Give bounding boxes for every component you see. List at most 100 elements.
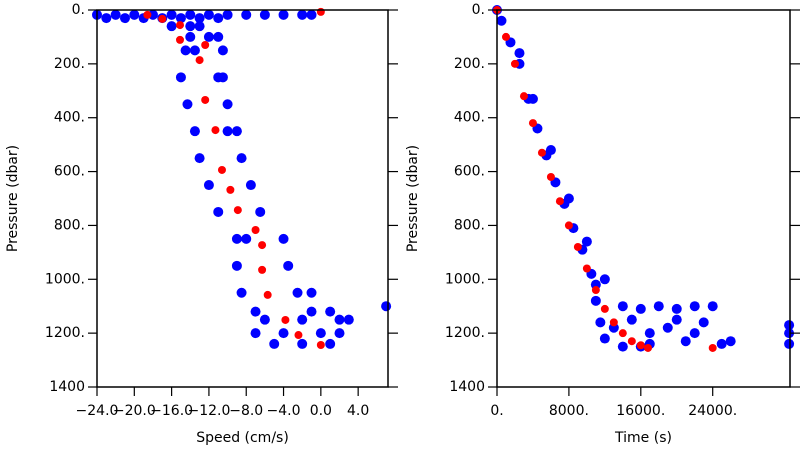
y-tick-label: 400. (454, 110, 485, 126)
x-tick-label: −12.0 (187, 403, 230, 419)
data-point (233, 206, 242, 215)
data-point (175, 72, 186, 83)
data-point (306, 306, 317, 317)
data-point (259, 9, 270, 20)
data-point (213, 206, 224, 217)
y-tick-label: 600. (54, 164, 85, 180)
data-point (315, 328, 326, 339)
plot-frame (96, 9, 389, 388)
data-point (617, 341, 628, 352)
x-axis-title: Time (s) (614, 430, 672, 446)
data-point (609, 318, 618, 327)
data-point (185, 31, 196, 42)
data-point (599, 274, 610, 285)
y-tick-label: 400. (54, 110, 85, 126)
data-point (306, 9, 317, 20)
data-point (643, 343, 652, 352)
data-point (194, 153, 205, 164)
y-tick-label: 1200. (45, 325, 85, 341)
data-point (626, 314, 637, 325)
data-point (653, 301, 664, 312)
data-point (581, 236, 592, 247)
data-point (213, 31, 224, 42)
y-tick-label: 200. (54, 56, 85, 72)
x-tick-label: −16.0 (150, 403, 193, 419)
y-tick-label: 800. (454, 217, 485, 233)
y-tick-label: 200. (454, 56, 485, 72)
data-point (689, 301, 700, 312)
data-point (182, 99, 193, 110)
data-point (528, 119, 537, 128)
data-point (217, 165, 226, 174)
x-tick-label: −20.0 (113, 403, 156, 419)
data-point (283, 260, 294, 271)
y-tick-label: 0. (472, 2, 485, 18)
y-tick-label: 0. (72, 2, 85, 18)
data-point (716, 338, 727, 349)
data-point (281, 315, 290, 324)
data-point (546, 172, 555, 181)
data-point (166, 21, 177, 32)
data-point (325, 306, 336, 317)
data-point (245, 180, 256, 191)
data-point (671, 303, 682, 314)
data-point (189, 126, 200, 137)
data-point (195, 56, 204, 65)
data-point (784, 320, 795, 331)
data-point (166, 9, 177, 20)
data-point (590, 295, 601, 306)
data-point (381, 301, 392, 312)
data-point (194, 21, 205, 32)
y-tick-label: 1400 (49, 379, 85, 395)
data-point (194, 13, 205, 24)
data-point (213, 72, 224, 83)
data-point (563, 193, 574, 204)
data-point (201, 95, 210, 104)
y-tick-label: 800. (54, 217, 85, 233)
data-point (708, 343, 717, 352)
data-point (617, 301, 628, 312)
data-point (203, 180, 214, 191)
data-point (306, 287, 317, 298)
y-axis-title: Pressure (dbar) (5, 145, 21, 252)
data-point (689, 328, 700, 339)
x-tick-label: −4.0 (267, 403, 301, 419)
data-point (222, 99, 233, 110)
data-point (680, 336, 691, 347)
data-point (325, 338, 336, 349)
data-point (250, 328, 261, 339)
data-point (180, 45, 191, 56)
data-point (514, 48, 525, 59)
data-point (158, 14, 167, 23)
data-point (269, 338, 280, 349)
data-point (599, 333, 610, 344)
y-tick-label: 1200. (445, 325, 485, 341)
data-point (231, 260, 242, 271)
y-tick-label: 1000. (45, 271, 85, 287)
data-point (573, 242, 582, 251)
data-point (129, 9, 140, 20)
data-point (292, 287, 303, 298)
data-point (185, 21, 196, 32)
data-point (635, 303, 646, 314)
data-point (555, 197, 564, 206)
data-point (595, 317, 606, 328)
data-point (537, 148, 546, 157)
data-point (636, 341, 645, 350)
data-point (213, 13, 224, 24)
data-point (259, 314, 270, 325)
data-point (251, 226, 260, 235)
data-point (564, 221, 573, 230)
data-point (698, 317, 709, 328)
data-point (176, 35, 185, 44)
data-point (222, 9, 233, 20)
x-tick-label: −8.0 (229, 403, 263, 419)
x-tick-label: 16000. (616, 403, 665, 419)
x-tick-label: 24000. (688, 403, 737, 419)
data-point (725, 336, 736, 347)
y-tick-label: 600. (454, 164, 485, 180)
data-point (189, 45, 200, 56)
data-point (501, 32, 510, 41)
data-point (297, 314, 308, 325)
